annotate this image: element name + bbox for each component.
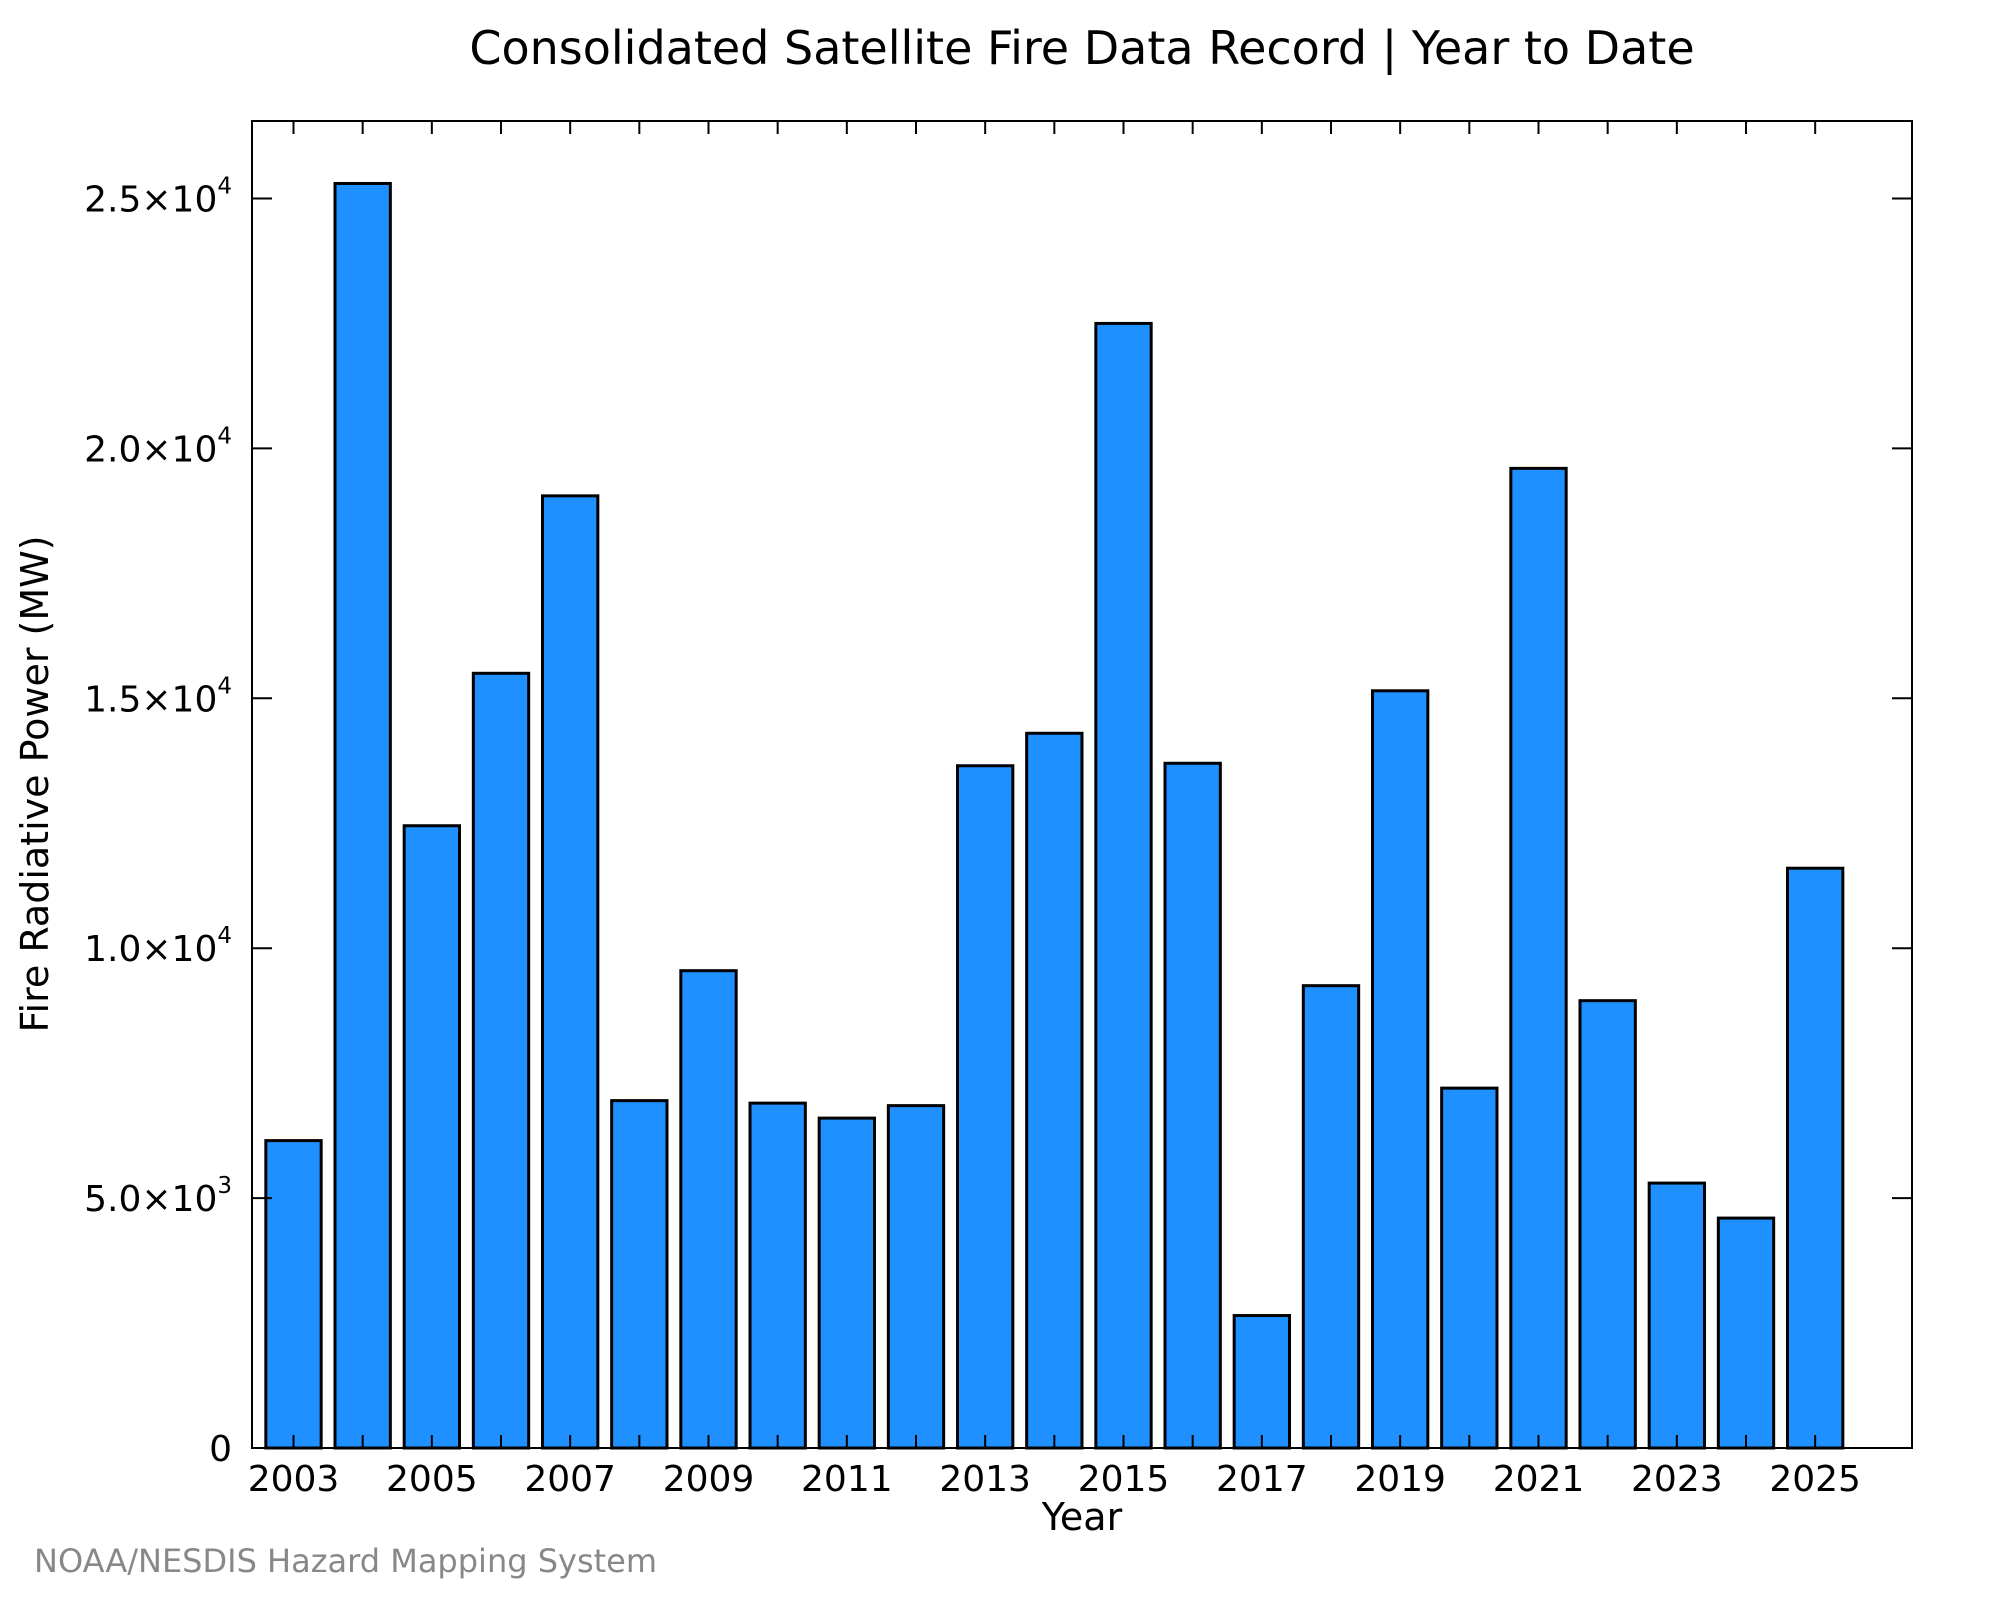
y-axis-label: Fire Radiative Power (MW) xyxy=(13,535,57,1032)
bar-2022 xyxy=(1578,999,1637,1450)
plot-frame xyxy=(251,120,1913,1449)
bar-2024 xyxy=(1716,1216,1776,1450)
x-tick-label: 2007 xyxy=(524,1459,616,1500)
bar-2009 xyxy=(679,969,738,1450)
bar-2004 xyxy=(333,181,392,1450)
bar-2005 xyxy=(402,824,461,1450)
y-tick-label: 1.0×104 xyxy=(84,923,232,970)
ticks-group: 2003 2005 2007 2009 2011 2013 2015 2017 2019 2021… xyxy=(84,121,1912,1500)
x-tick-label: 2019 xyxy=(1354,1459,1446,1500)
y-tick-label: 0 xyxy=(209,1429,232,1470)
x-tick-label: 2003 xyxy=(248,1459,340,1500)
y-tick-label: 1.5×104 xyxy=(84,673,232,720)
x-tick-label: 2015 xyxy=(1078,1459,1170,1500)
bar-2010 xyxy=(748,1101,807,1450)
x-tick-label: 2013 xyxy=(939,1459,1031,1500)
x-tick-label: 2009 xyxy=(663,1459,755,1500)
bar-2021 xyxy=(1509,466,1568,1450)
x-tick-label: 2005 xyxy=(386,1459,478,1500)
bar-2017 xyxy=(1232,1314,1291,1450)
bar-2016 xyxy=(1163,761,1222,1450)
bar-2011 xyxy=(817,1116,877,1450)
bars-group xyxy=(264,181,1845,1450)
bar-2019 xyxy=(1371,689,1430,1450)
bar-2014 xyxy=(1025,731,1084,1450)
y-tick-label: 2.0×104 xyxy=(84,423,232,470)
chart-title: Consolidated Satellite Fire Data Record … xyxy=(469,21,1694,76)
x-tick-label: 2023 xyxy=(1631,1459,1723,1500)
x-tick-label: 2017 xyxy=(1216,1459,1308,1500)
bar-2013 xyxy=(956,764,1015,1450)
x-tick-label: 2025 xyxy=(1769,1459,1861,1500)
bar-2006 xyxy=(471,671,531,1450)
bar-2025 xyxy=(1786,866,1845,1450)
bar-2012 xyxy=(886,1104,946,1450)
y-tick-label: 2.5×104 xyxy=(84,173,232,220)
bar-2018 xyxy=(1301,984,1361,1450)
x-tick-label: 2021 xyxy=(1493,1459,1585,1500)
bar-2015 xyxy=(1094,321,1153,1450)
bar-2023 xyxy=(1647,1181,1706,1450)
y-tick-label: 5.0×103 xyxy=(84,1173,232,1220)
credit-text: NOAA/NESDIS Hazard Mapping System xyxy=(34,1542,657,1580)
x-tick-label: 2011 xyxy=(801,1459,893,1500)
bar-2008 xyxy=(610,1099,669,1450)
bar-2003 xyxy=(264,1139,323,1450)
bar-2007 xyxy=(541,494,600,1450)
bar-2020 xyxy=(1440,1086,1499,1450)
x-axis-label: Year xyxy=(1041,1495,1123,1539)
